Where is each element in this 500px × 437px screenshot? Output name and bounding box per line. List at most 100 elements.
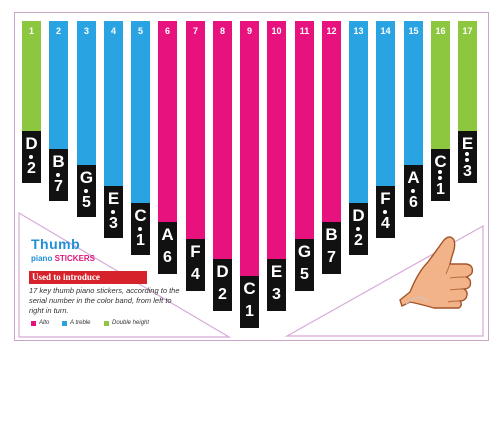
key-number: 14 — [380, 26, 391, 36]
title-stickers: STICKERS — [54, 254, 96, 263]
octave-dot — [438, 170, 442, 174]
note-digit: 5 — [300, 266, 309, 283]
key-number: 15 — [408, 26, 419, 36]
octave-dot — [111, 210, 115, 214]
note-letter: G — [79, 168, 94, 187]
note-digit: 2 — [27, 160, 36, 177]
legend-label-alto: Alto — [39, 320, 50, 326]
key-number: 6 — [164, 26, 170, 36]
note-letter: B — [325, 225, 338, 244]
note-letter: F — [380, 189, 391, 208]
note-digit: 7 — [327, 249, 336, 266]
note-digit: 5 — [82, 194, 91, 211]
note-digit: 3 — [109, 215, 118, 232]
note-letter: C — [243, 279, 256, 298]
legend-label-treble: A treble — [70, 320, 91, 326]
note-letter: A — [161, 225, 174, 244]
key-strip-13: 13 D 2 — [349, 21, 368, 255]
key-number: 16 — [435, 26, 446, 36]
key-strip-14: 14 F 4 — [376, 21, 395, 238]
note-digit: 4 — [191, 266, 200, 283]
note-digit: 1 — [245, 303, 254, 320]
key-strip-15: 15 A 6 — [404, 21, 423, 217]
key-number: 9 — [246, 26, 252, 36]
note-letter: E — [107, 189, 120, 208]
octave-dot — [411, 189, 415, 193]
key-number: 8 — [219, 26, 225, 36]
key-number: 12 — [326, 26, 337, 36]
key-number: 17 — [462, 26, 473, 36]
note-letter: E — [461, 134, 474, 153]
note-letter: D — [352, 206, 365, 225]
note-digit: 4 — [381, 215, 390, 232]
octave-dot — [383, 210, 387, 214]
note-digit: 3 — [272, 286, 281, 303]
note-digit: 6 — [163, 249, 172, 266]
note-digit: 1 — [436, 181, 445, 198]
key-strip-10: 10 E 3 — [267, 21, 286, 311]
octave-dot — [356, 227, 360, 231]
key-strip-16: 16 C 1 — [431, 21, 450, 201]
note-digit: 7 — [54, 178, 63, 195]
key-number: 7 — [192, 26, 198, 36]
key-strip-12: 12 B 7 — [322, 21, 341, 274]
note-letter: F — [190, 242, 201, 261]
note-letter: B — [52, 152, 65, 171]
octave-dot — [29, 155, 33, 159]
note-digit: 2 — [354, 232, 363, 249]
thumbs-up-hand-icon — [399, 236, 474, 309]
octave-dot — [465, 152, 469, 156]
note-letter: D — [216, 262, 229, 281]
key-number: 4 — [110, 26, 116, 36]
note-letter: G — [297, 242, 312, 261]
note-digit: 3 — [463, 163, 472, 180]
octave-dot — [465, 158, 469, 162]
note-letter: C — [134, 206, 147, 225]
octave-dot — [138, 227, 142, 231]
key-strip-11: 11 G 5 — [295, 21, 314, 291]
title-piano-stickers: piano STICKERS — [31, 254, 95, 263]
note-letter: E — [270, 262, 283, 281]
note-digit: 1 — [136, 232, 145, 249]
title-piano: piano — [31, 254, 55, 263]
key-number: 11 — [299, 26, 310, 36]
key-number: 3 — [83, 26, 89, 36]
legend-swatch-treble — [62, 321, 67, 326]
key-number: 2 — [55, 26, 61, 36]
key-number: 5 — [137, 26, 143, 36]
key-number: 10 — [271, 26, 282, 36]
legend-swatch-alto — [31, 321, 36, 326]
title-thumb: Thumb — [31, 236, 81, 252]
key-number: 13 — [353, 26, 364, 36]
legend-label-double-height: Double height — [112, 320, 150, 326]
description-text: 17 key thumb piano stickers, according t… — [29, 286, 180, 315]
octave-dot — [438, 176, 442, 180]
legend-swatch-double-height — [104, 321, 109, 326]
intro-label: Used to introduce — [29, 271, 147, 284]
